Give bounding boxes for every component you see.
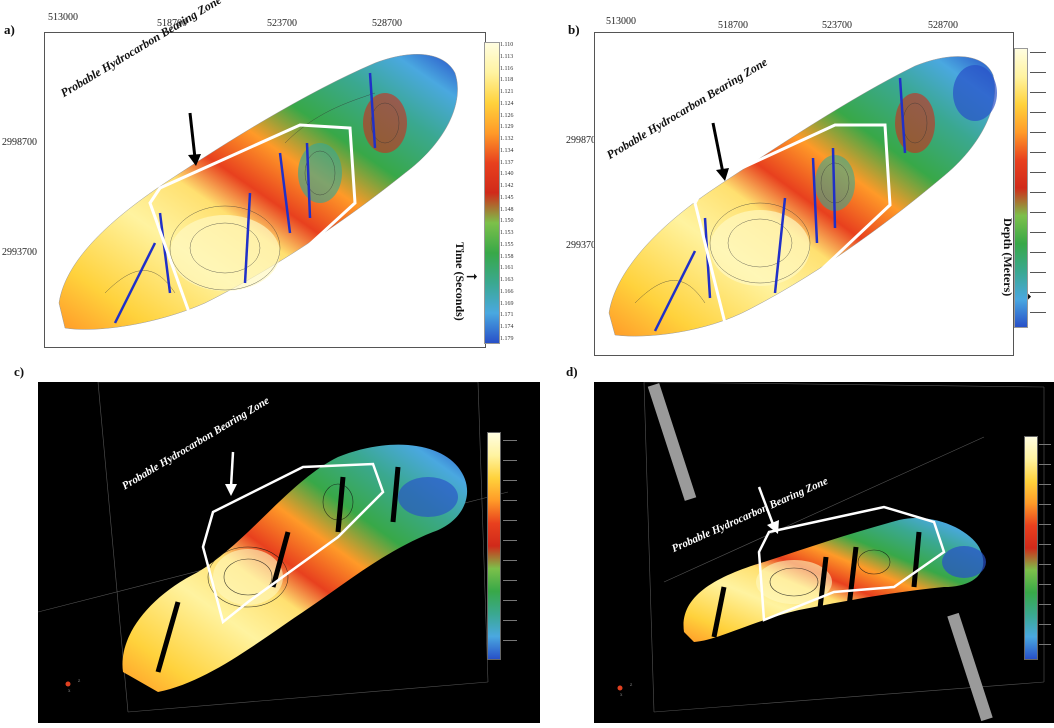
svg-text:x: x — [620, 693, 623, 698]
panel-b-x-tick-1: 513000 — [606, 16, 636, 27]
panel-b-unit-label: Depth (Meters) — [1001, 218, 1015, 297]
panel-b-label: b) — [568, 22, 580, 37]
panel-a-colorbar-tick: 1.169 — [500, 300, 514, 307]
panel-a-colorbar-tick: 1.124 — [500, 100, 514, 107]
panel-a-colorbar-tick: 1.140 — [500, 171, 514, 178]
svg-text:z: z — [78, 679, 81, 684]
panel-a-colorbar-tick: 1.132 — [500, 136, 514, 143]
panel-a-colorbar-tick: 1.129 — [500, 124, 514, 131]
panel-b-depth-map — [594, 32, 1014, 356]
panel-a-colorbar-tick: 1.142 — [500, 183, 514, 190]
panel-a-colorbar-tick: 1.153 — [500, 230, 514, 237]
panel-a-colorbar-tick: 1.158 — [500, 253, 514, 260]
panel-a-colorbar-tick: 1.121 — [500, 89, 514, 96]
panel-a-colorbar-tick: 1.163 — [500, 277, 514, 284]
panel-b-y-tick-2: 2993700 — [566, 240, 601, 251]
panel-a-colorbar-tick: 1.118 — [500, 77, 514, 84]
panel-b-x-tick-4: 528700 — [928, 20, 958, 31]
panel-a-time-map — [44, 32, 486, 348]
panel-c-colorbar-ticks — [503, 436, 523, 658]
panel-a-colorbar-tick: 1.145 — [500, 194, 514, 201]
panel-a-x-tick-3: 523700 — [267, 18, 297, 29]
panel-c-label: c) — [14, 364, 25, 379]
panel-a-y-tick-1: 2998700 — [2, 137, 37, 148]
panel-a-label: a) — [4, 22, 15, 37]
panel-c-colorbar — [487, 432, 501, 660]
panel-a-colorbar-tick: 1.179 — [500, 336, 514, 342]
panel-d-colorbar — [1024, 436, 1038, 660]
panel-a-x-tick-2: 518700 — [157, 18, 187, 29]
panel-a-colorbar-tick: 1.148 — [500, 206, 514, 213]
panel-a-colorbar-tick: 1.126 — [500, 112, 514, 119]
panel-a-unit-label: Time (Seconds) — [453, 242, 467, 321]
panel-b-y-tick-1: 2998700 — [566, 135, 601, 146]
panel-a-colorbar — [484, 42, 500, 344]
panel-a-y-tick-2: 2993700 — [2, 247, 37, 258]
panel-d-colorbar-ticks — [1039, 440, 1053, 660]
panel-a-colorbar-tick: 1.113 — [500, 53, 514, 60]
panel-a-colorbar-tick: 1.134 — [500, 147, 514, 154]
panel-b-x-tick-2: 518700 — [718, 20, 748, 31]
svg-text:x: x — [68, 689, 71, 694]
panel-a-colorbar-tick: 1.137 — [500, 159, 514, 166]
panel-d-label: d) — [566, 364, 578, 379]
panel-a-colorbar-ticks: 1.110 1.113 1.116 1.118 1.121 1.124 1.126 1.129… — [484, 40, 524, 344]
panel-a-colorbar-tick: 1.171 — [500, 312, 514, 319]
panel-b-colorbar — [1014, 48, 1028, 328]
panel-a-colorbar-tick: 1.110 — [500, 42, 514, 48]
svg-text:z: z — [630, 683, 633, 688]
panel-a-colorbar-tick: 1.174 — [500, 324, 514, 331]
panel-a-colorbar-tick: 1.155 — [500, 241, 514, 248]
panel-a-colorbar-tick: 1.166 — [500, 288, 514, 295]
panel-a-unit-arrow: ➞ — [466, 270, 478, 285]
panel-a-colorbar-tick: 1.116 — [500, 65, 514, 72]
panel-b-colorbar-ticks — [1030, 48, 1052, 328]
panel-a-colorbar-tick: 1.150 — [500, 218, 514, 225]
panel-a-x-tick-1: 513000 — [48, 12, 78, 23]
panel-a-x-tick-4: 528700 — [372, 18, 402, 29]
panel-b-x-tick-3: 523700 — [822, 20, 852, 31]
panel-a-colorbar-tick: 1.161 — [500, 265, 514, 272]
